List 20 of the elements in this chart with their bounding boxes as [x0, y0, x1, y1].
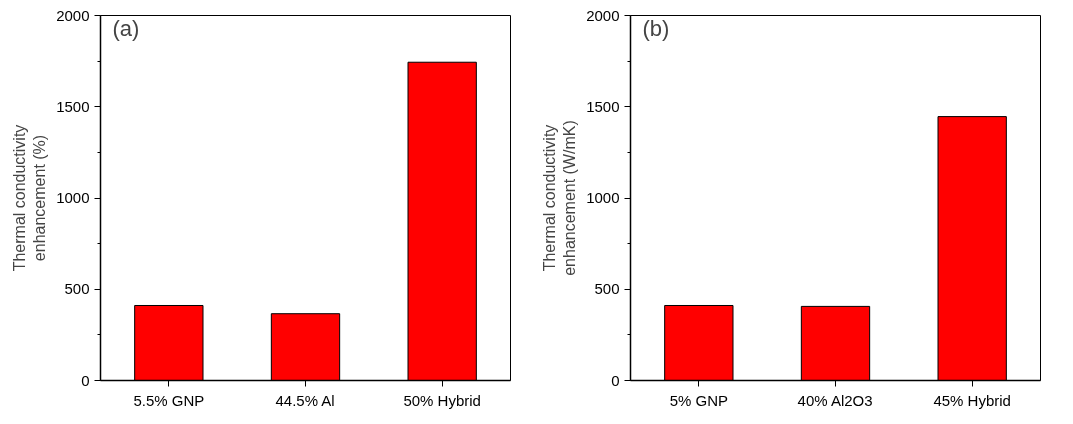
- annotation: (b): [642, 15, 670, 41]
- x-tick-label: 45% Hybrid: [933, 391, 1011, 409]
- y-tick-label: 500: [64, 280, 90, 298]
- y-tick-label: 1000: [56, 189, 90, 206]
- y-tick-label: 0: [81, 371, 90, 389]
- y-axis-title: Thermal conductivity enhancement (%): [10, 124, 49, 272]
- y-tick-label: 0: [611, 371, 620, 389]
- y-tick-label: 1500: [56, 97, 90, 115]
- x-tick-label: 50% Hybrid: [403, 391, 481, 409]
- y-tick-label: 1000: [586, 189, 620, 206]
- annotation: (a): [112, 15, 140, 41]
- x-tick-label: 40% Al2O3: [797, 391, 873, 409]
- y-tick-label: 500: [594, 280, 620, 298]
- y-tick-label: 2000: [586, 6, 620, 24]
- y-tick-label: 2000: [56, 6, 90, 24]
- x-tick-label: 5.5% GNP: [133, 391, 205, 409]
- y-tick-label: 1500: [586, 97, 620, 115]
- x-tick-label: 5% GNP: [669, 391, 729, 409]
- x-tick-label: 44.5% Al: [275, 391, 335, 409]
- y-axis-title: Thermal conductivity enhancement (W/mK): [540, 120, 579, 276]
